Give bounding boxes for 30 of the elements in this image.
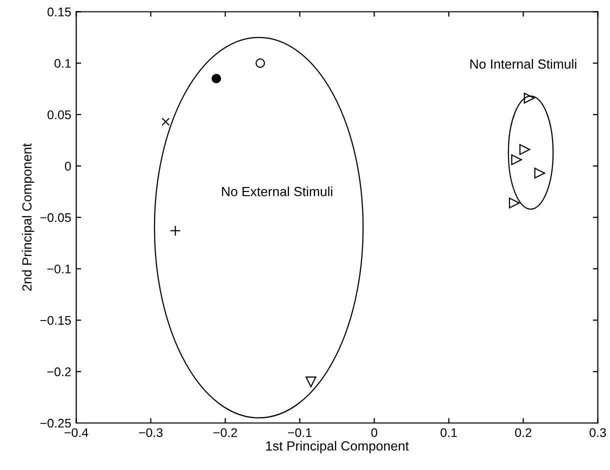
point — [508, 198, 520, 208]
y-tick-label: −0.1 — [47, 264, 71, 274]
y-tick-label: −0.2 — [47, 367, 71, 376]
point — [306, 376, 316, 388]
x-tick-label: −0.2 — [214, 428, 237, 438]
x-tick-label: 0 — [371, 428, 378, 438]
y-tick-label: −0.05 — [40, 213, 71, 222]
x-tick-label: 0.2 — [515, 428, 532, 438]
x-tick-label: −0.4 — [64, 428, 88, 438]
x-tick-label: 0.1 — [440, 428, 457, 438]
y-tick-label: −0.25 — [40, 418, 71, 428]
annotation: No External Stimuli — [222, 186, 332, 196]
point — [212, 74, 222, 84]
y-tick-label: 0.1 — [54, 58, 71, 68]
y-tick-label: 0 — [64, 162, 71, 171]
point — [519, 144, 530, 155]
point — [256, 58, 266, 68]
y-axis-title: 2nd Principal Component — [22, 143, 34, 291]
y-tick-label: 0.05 — [48, 110, 71, 120]
annotation: No Internal Stimuli — [470, 59, 576, 69]
point — [524, 92, 535, 104]
x-tick-label: 0.3 — [590, 428, 606, 438]
y-tick-label: −0.15 — [40, 316, 71, 325]
x-tick-label: −0.1 — [288, 428, 312, 438]
point — [162, 118, 170, 126]
point — [511, 154, 522, 166]
point — [534, 168, 546, 179]
y-tick-label: 0.15 — [48, 8, 71, 16]
x-axis-title: 1st Principal Component — [266, 440, 409, 454]
x-tick-label: −0.3 — [139, 428, 163, 438]
